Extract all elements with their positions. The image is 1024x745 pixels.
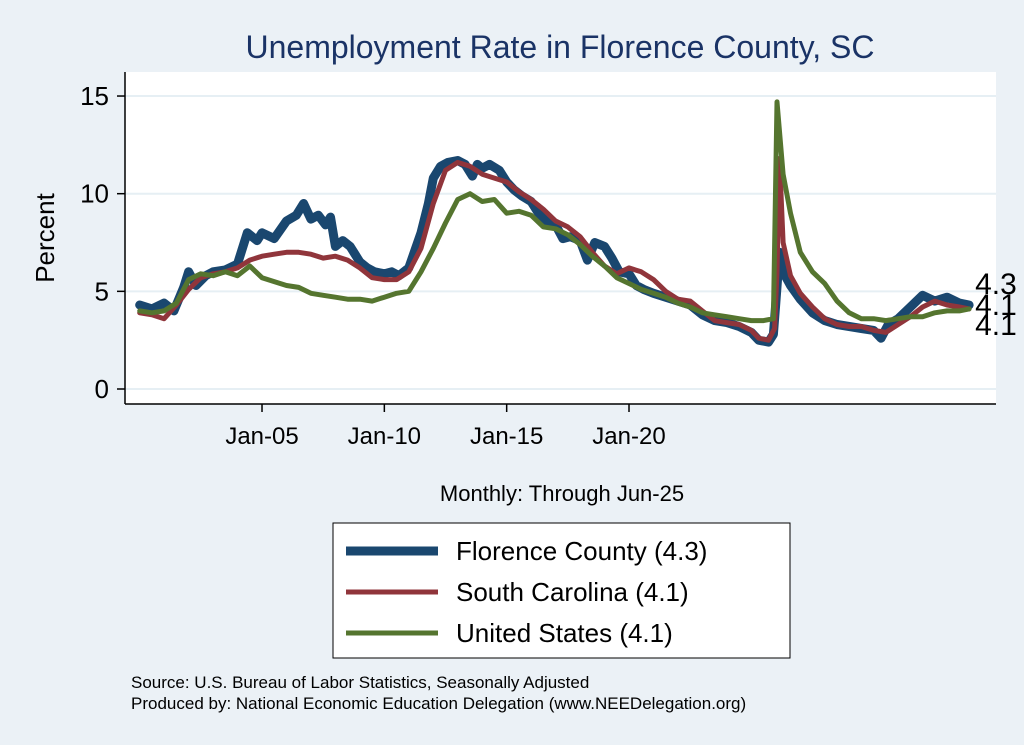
x-axis-label: Monthly: Through Jun-25	[440, 481, 684, 506]
series-line	[137, 99, 972, 324]
y-tick-label: 5	[95, 276, 109, 306]
end-labels: 4.34.14.1	[975, 268, 1017, 342]
legend-label: Florence County (4.3)	[456, 536, 707, 566]
y-axis-ticks: 0 5 10 15	[80, 81, 125, 404]
series-end-label: 4.1	[975, 309, 1017, 342]
y-tick-label: 10	[80, 179, 109, 209]
series-end-label: 4.1	[975, 289, 1017, 322]
y-tick-label: 15	[80, 81, 109, 111]
y-tick-label: 0	[95, 374, 109, 404]
grid-lines	[125, 95, 996, 390]
x-tick-label: Jan-15	[470, 423, 543, 450]
legend-label: United States (4.1)	[456, 618, 673, 648]
chart-title: Unemployment Rate in Florence County, SC	[245, 29, 874, 65]
series-end-label: 4.3	[975, 268, 1017, 301]
legend: Florence County (4.3) South Carolina (4.1…	[332, 522, 791, 659]
legend-label: South Carolina (4.1)	[456, 577, 689, 607]
y-axis-label: Percent	[30, 192, 60, 282]
series-lines	[135, 99, 974, 347]
producer-note: Produced by: National Economic Education…	[131, 694, 746, 713]
x-tick-label: Jan-05	[225, 423, 298, 450]
source-note: Source: U.S. Bureau of Labor Statistics,…	[131, 673, 589, 692]
legend-entries: Florence County (4.3) South Carolina (4.1…	[346, 536, 707, 648]
series-line	[137, 156, 972, 343]
x-tick-label: Jan-20	[592, 423, 665, 450]
x-tick-label: Jan-10	[348, 423, 421, 450]
x-axis-ticks: Jan-05 Jan-10 Jan-15 Jan-20	[225, 404, 666, 450]
